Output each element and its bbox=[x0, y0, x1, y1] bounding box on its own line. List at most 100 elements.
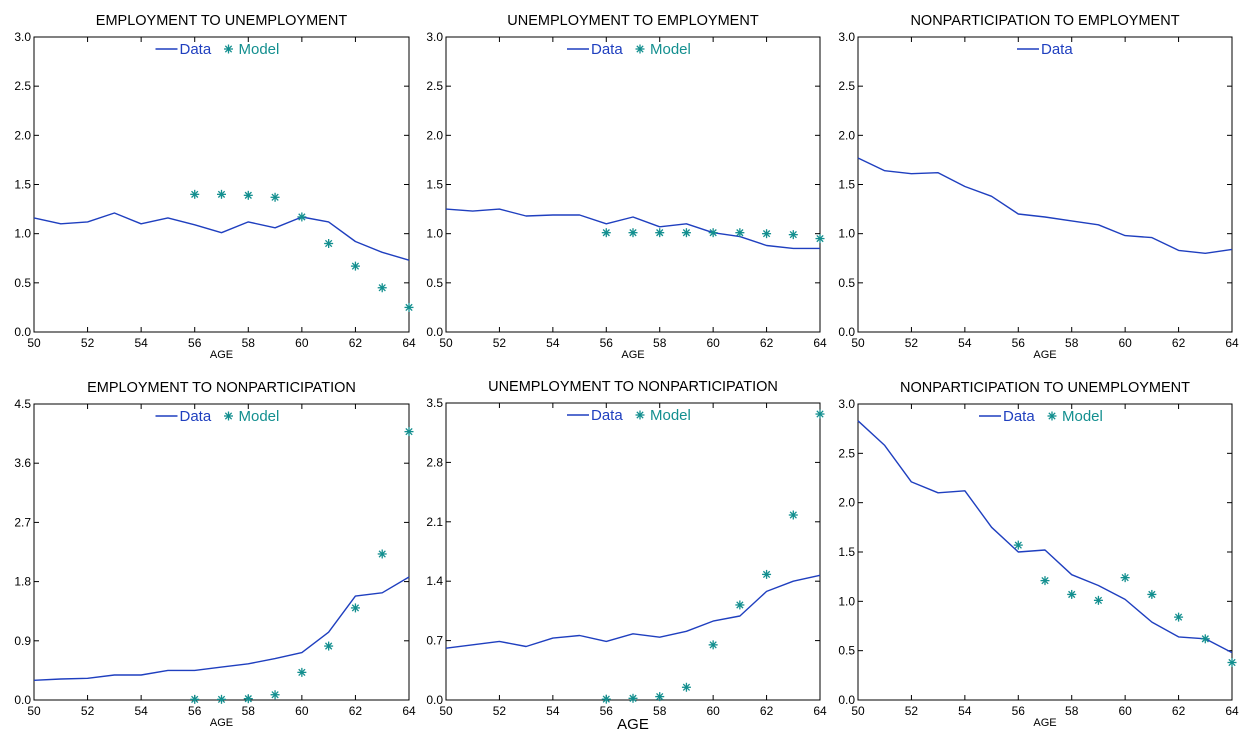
x-axis-label: AGE bbox=[621, 349, 644, 361]
x-tick-label: 52 bbox=[81, 336, 95, 350]
legend-model-swatch bbox=[224, 411, 233, 421]
x-tick-label: 52 bbox=[905, 336, 919, 350]
plot-frame bbox=[445, 402, 821, 701]
y-tick-label: 2.0 bbox=[838, 128, 855, 142]
model-point bbox=[190, 694, 200, 704]
y-tick-label: 0.9 bbox=[14, 634, 31, 648]
model-star-stroke bbox=[378, 550, 386, 558]
model-point bbox=[350, 603, 360, 613]
y-tick-label: 0.0 bbox=[426, 325, 443, 339]
x-tick-label: 64 bbox=[402, 704, 416, 718]
model-star-stroke bbox=[736, 229, 744, 237]
y-tick-label: 3.6 bbox=[14, 456, 31, 470]
model-star-stroke bbox=[736, 601, 744, 609]
x-tick-label: 64 bbox=[1225, 336, 1239, 350]
x-tick-label: 62 bbox=[349, 704, 363, 718]
chart-title: NONPARTICIPATION TO EMPLOYMENT bbox=[910, 13, 1179, 29]
y-tick-label: 2.8 bbox=[426, 455, 443, 469]
x-tick-label: 56 bbox=[1012, 704, 1026, 718]
model-star-stroke bbox=[762, 230, 771, 238]
model-star-stroke bbox=[191, 190, 199, 198]
model-star-stroke bbox=[636, 411, 644, 419]
model-point bbox=[735, 600, 745, 610]
model-point bbox=[681, 682, 691, 692]
plot-frame bbox=[445, 36, 821, 333]
x-tick-label: 56 bbox=[600, 704, 614, 718]
model-point bbox=[377, 283, 387, 293]
x-tick-label: 54 bbox=[546, 336, 560, 350]
x-axis-label: AGE bbox=[617, 716, 649, 731]
model-point bbox=[350, 261, 360, 271]
model-star-stroke bbox=[636, 45, 644, 53]
x-tick-label: 50 bbox=[439, 336, 453, 350]
model-star-stroke bbox=[271, 691, 279, 699]
legend-model-label: Model bbox=[650, 407, 691, 424]
model-point bbox=[815, 234, 825, 244]
x-tick-label: 54 bbox=[134, 336, 148, 350]
x-tick-label: 58 bbox=[653, 704, 667, 718]
legend-data-label: Data bbox=[591, 407, 623, 424]
y-tick-label: 1.5 bbox=[14, 178, 31, 192]
y-tick-label: 1.0 bbox=[14, 227, 31, 241]
model-point bbox=[217, 189, 226, 199]
x-tick-label: 50 bbox=[27, 336, 41, 350]
model-star-stroke bbox=[629, 694, 637, 702]
model-star-stroke bbox=[762, 570, 771, 579]
chart-panel-6: NONPARTICIPATION TO UNEMPLOYMENT 0.0 0.5 1.… bbox=[838, 380, 1239, 729]
model-point bbox=[297, 212, 307, 222]
y-tick-label: 1.4 bbox=[426, 574, 443, 588]
y-tick-label: 1.5 bbox=[426, 178, 443, 192]
legend-data-label: Data bbox=[180, 408, 212, 425]
model-point bbox=[404, 427, 414, 437]
x-tick-label: 60 bbox=[295, 336, 309, 350]
chart-panel-4: EMPLOYMENT TO NONPARTICIPATION 0.0 0.9 1.8 2… bbox=[14, 380, 416, 729]
y-tick-label: 0.0 bbox=[14, 325, 31, 339]
y-tick-label: 1.0 bbox=[838, 227, 855, 241]
legend-data-label: Data bbox=[591, 41, 623, 58]
chart-title: UNEMPLOYMENT TO EMPLOYMENT bbox=[507, 13, 759, 29]
y-tick-label: 2.5 bbox=[426, 79, 443, 93]
x-tick-label: 50 bbox=[851, 704, 865, 718]
y-tick-label: 1.5 bbox=[838, 178, 855, 192]
model-star-stroke bbox=[629, 229, 637, 237]
model-point bbox=[788, 510, 798, 520]
chart-panel-5: UNEMPLOYMENT TO NONPARTICIPATION 0.0 0.7 1.… bbox=[426, 379, 827, 731]
legend: Data Model bbox=[567, 41, 691, 58]
legend-model-swatch bbox=[224, 44, 233, 54]
chart-title: NONPARTICIPATION TO UNEMPLOYMENT bbox=[900, 380, 1190, 396]
model-star-stroke bbox=[816, 234, 824, 243]
y-tick-label: 1.0 bbox=[838, 594, 855, 608]
x-tick-label: 60 bbox=[706, 704, 720, 718]
model-point bbox=[1227, 658, 1237, 668]
x-tick-label: 50 bbox=[439, 704, 453, 718]
model-star-stroke bbox=[217, 190, 226, 198]
model-point bbox=[708, 228, 718, 238]
data-series-line bbox=[857, 157, 1233, 255]
model-point bbox=[762, 569, 772, 579]
x-tick-label: 60 bbox=[706, 336, 720, 350]
model-star-stroke bbox=[224, 412, 233, 420]
model-point bbox=[1200, 634, 1210, 644]
x-tick-label: 64 bbox=[813, 704, 827, 718]
x-tick-label: 58 bbox=[1065, 704, 1079, 718]
y-tick-label: 2.0 bbox=[426, 128, 443, 142]
y-tick-label: 0.0 bbox=[838, 693, 855, 707]
data-series-line bbox=[445, 208, 820, 250]
model-star-stroke bbox=[1041, 576, 1049, 585]
x-tick-label: 56 bbox=[1012, 336, 1026, 350]
model-star-stroke bbox=[1201, 635, 1209, 643]
y-tick-label: 1.8 bbox=[14, 575, 31, 589]
y-tick-label: 2.0 bbox=[14, 128, 31, 142]
model-point bbox=[735, 228, 745, 238]
model-star-stroke bbox=[1174, 613, 1183, 621]
model-star-stroke bbox=[1094, 596, 1103, 604]
x-tick-label: 60 bbox=[1118, 704, 1132, 718]
y-tick-label: 2.0 bbox=[838, 496, 855, 510]
model-star-stroke bbox=[816, 410, 824, 418]
model-point bbox=[1093, 595, 1103, 605]
model-star-stroke bbox=[709, 641, 717, 649]
model-point bbox=[628, 228, 638, 238]
data-series-line bbox=[445, 574, 821, 649]
legend-model-label: Model bbox=[239, 41, 280, 58]
model-star-stroke bbox=[1228, 658, 1236, 667]
